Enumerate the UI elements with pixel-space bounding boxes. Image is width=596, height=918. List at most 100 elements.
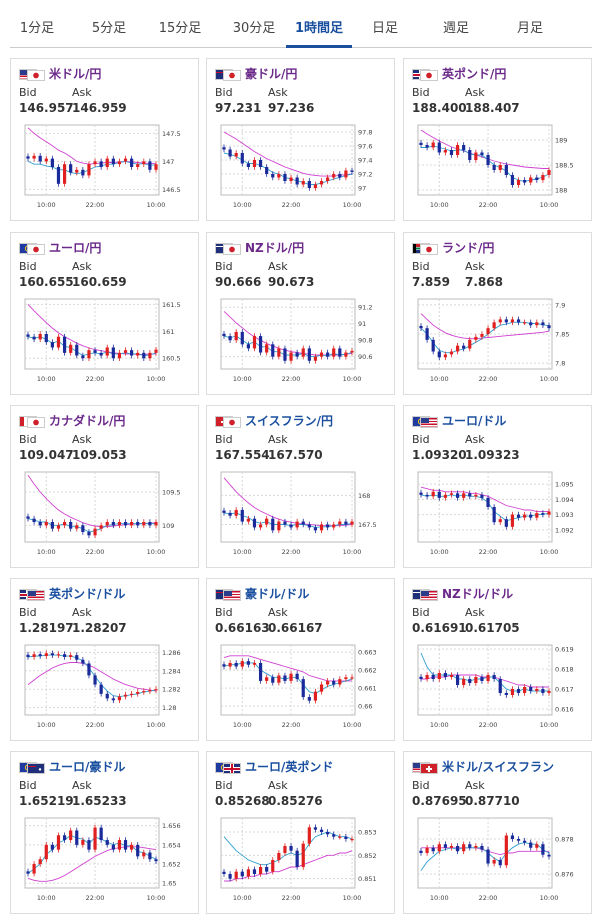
rate-card[interactable]: NZドル/ドル Bid Ask 0.61691 0.61705 10:00 22:00 10:…: [403, 578, 592, 741]
currency-pair-link[interactable]: 英ポンド/円: [442, 66, 507, 81]
ask-label: Ask: [268, 260, 288, 273]
currency-pair-link[interactable]: 米ドル/スイスフラン: [442, 759, 555, 774]
candlestick-chart[interactable]: 10:00 22:00 10:00 1.656 1.654 1.652 1.65: [21, 814, 191, 904]
candle-body: [283, 521, 287, 525]
rate-card[interactable]: 米ドル/円 Bid Ask 146.957 146.959 10:00 22:00 10:00…: [10, 58, 199, 221]
tab-timeframe-0[interactable]: 1分足: [19, 21, 55, 36]
candlestick-chart[interactable]: 10:00 22:00 10:00 0.619 0.618 0.617 0.616: [414, 641, 584, 731]
candlestick-chart[interactable]: 10:00 22:00 10:00 0.663 0.662 0.661 0.66: [217, 641, 387, 731]
currency-pair-link[interactable]: 米ドル/円: [49, 66, 102, 81]
currency-pair-link[interactable]: NZドル/円: [245, 240, 305, 255]
candle-body: [258, 336, 263, 353]
candle-body: [449, 846, 454, 848]
candle-body: [425, 494, 429, 497]
rate-card[interactable]: 米ドル/スイスフラン Bid Ask 0.87695 0.87710 10:00 22:00…: [403, 751, 592, 914]
candle-body: [504, 319, 508, 323]
candle-body: [265, 518, 269, 525]
currency-pair-link[interactable]: 豪ドル/円: [245, 66, 298, 81]
currency-pair-link[interactable]: 豪ドル/ドル: [245, 586, 310, 601]
candle-body: [498, 519, 502, 523]
candlestick-chart[interactable]: 10:00 22:00 10:00 109.5 109: [21, 468, 191, 558]
rate-card[interactable]: NZドル/円 Bid Ask 90.666 90.673 10:00 22:00 10:00 9…: [206, 232, 395, 395]
candle-body: [240, 661, 244, 667]
candle-body: [258, 524, 263, 528]
rate-card[interactable]: 豪ドル/ドル Bid Ask 0.66163 0.66167 10:00 22:00 10:0…: [206, 578, 395, 741]
candle-body: [38, 155, 42, 162]
candle-body: [474, 677, 478, 683]
candle-body: [123, 840, 128, 850]
y-tick-label: 90.6: [358, 353, 372, 361]
candlestick-chart[interactable]: 10:00 22:00 10:00 91.2 91 90.8 90.6: [217, 295, 387, 385]
currency-pair-link[interactable]: スイスフラン/円: [245, 413, 334, 428]
currency-flags-icon: [412, 65, 439, 81]
currency-pair-link[interactable]: ユーロ/豪ドル: [49, 759, 126, 774]
ask-label: Ask: [465, 86, 485, 99]
y-tick-label: 1.654: [162, 841, 181, 849]
rate-card[interactable]: スイスフラン/円 Bid Ask 167.554 167.570 10:00 22:00 10…: [206, 405, 395, 568]
candle-body: [271, 860, 275, 872]
candlestick-chart[interactable]: 10:00 22:00 10:00 189 188.5 188: [414, 121, 584, 211]
candlestick-chart[interactable]: 10:00 22:00 10:00 97.8 97.6 97.4 97.2 97: [217, 121, 387, 211]
moving-average-long: [223, 655, 352, 682]
candle-body: [338, 679, 342, 685]
rate-card[interactable]: 豪ドル/円 Bid Ask 97.231 97.236 10:00 22:00 10:00 97…: [206, 58, 395, 221]
candle-body: [350, 521, 354, 525]
candle-body: [338, 174, 342, 178]
currency-pair-link[interactable]: 英ポンド/ドル: [49, 586, 126, 601]
currency-pair-link[interactable]: カナダドル/円: [49, 413, 126, 428]
rate-card[interactable]: 英ポンド/ドル Bid Ask 1.28197 1.28207 10:00 22:00 10:…: [10, 578, 199, 741]
candle-body: [283, 174, 287, 181]
ask-value: 1.28207: [72, 621, 127, 635]
candle-body: [32, 654, 36, 657]
candlestick-chart[interactable]: 10:00 22:00 10:00 147.5 147 146.5: [21, 121, 191, 211]
tab-timeframe-5[interactable]: 日足: [371, 21, 398, 36]
y-tick-label: 188.5: [555, 162, 574, 170]
currency-flags-icon: [412, 412, 439, 428]
candle-body: [480, 334, 484, 337]
currency-pair-link[interactable]: ランド/円: [442, 240, 495, 255]
candle-body: [81, 169, 85, 176]
candlestick-chart[interactable]: 10:00 22:00 10:00 1.095 1.094 1.093 1.092: [414, 468, 584, 558]
candlestick-chart[interactable]: 10:00 22:00 10:00 0.853 0.852 0.851: [217, 814, 387, 904]
rate-card[interactable]: ユーロ/英ポンド Bid Ask 0.85268 0.85276 10:00 22:00 10…: [206, 751, 395, 914]
rate-card[interactable]: ユーロ/ドル Bid Ask 1.09320 1.09323 10:00 22:00 10:0…: [403, 405, 592, 568]
tab-timeframe-6[interactable]: 週足: [442, 21, 469, 36]
currency-pair-link[interactable]: ユーロ/円: [49, 240, 102, 255]
candlestick-chart[interactable]: 10:00 22:00 10:00 161.5 161 160.5: [21, 295, 191, 385]
candle-body: [344, 521, 348, 525]
bid-label: Bid: [412, 86, 430, 99]
candle-body: [50, 522, 54, 529]
candle-body: [32, 336, 36, 340]
rate-card[interactable]: ユーロ/円 Bid Ask 160.655 160.659 10:00 22:00 10:00…: [10, 232, 199, 395]
x-tick-label: 22:00: [479, 721, 498, 729]
candle-body: [326, 832, 330, 835]
candlestick-chart[interactable]: 10:00 22:00 10:00 7.9 7.85 7.8: [414, 295, 584, 385]
candle-body: [240, 509, 244, 522]
candle-body: [480, 494, 484, 498]
tab-timeframe-1[interactable]: 5分足: [91, 21, 127, 36]
rate-card[interactable]: 英ポンド/円 Bid Ask 188.400 188.407 10:00 22:00 10:0…: [403, 58, 592, 221]
candle-body: [148, 522, 152, 526]
tab-timeframe-7[interactable]: 月足: [516, 21, 543, 36]
x-tick-label: 10:00: [37, 894, 56, 902]
tab-timeframe-2[interactable]: 15分足: [158, 21, 202, 36]
rate-card[interactable]: カナダドル/円 Bid Ask 109.047 109.053 10:00 22:00 10:…: [10, 405, 199, 568]
currency-pair-link[interactable]: NZドル/ドル: [442, 586, 514, 601]
candle-body: [535, 513, 539, 518]
candle-body: [443, 494, 447, 498]
candlestick-chart[interactable]: 10:00 22:00 10:00 168 167.5: [217, 468, 387, 558]
currency-pair-link[interactable]: ユーロ/英ポンド: [245, 759, 334, 774]
candle-body: [431, 142, 435, 148]
tab-timeframe-4[interactable]: 1時間足: [286, 12, 352, 48]
candlestick-chart[interactable]: 10:00 22:00 10:00 1.286 1.284 1.282 1.28: [21, 641, 191, 731]
rate-card[interactable]: ランド/円 Bid Ask 7.859 7.868 10:00 22:00 10:00 7.9 7…: [403, 232, 592, 395]
candle-body: [111, 522, 115, 526]
rate-card[interactable]: ユーロ/豪ドル Bid Ask 1.65219 1.65233 10:00 22:00 10:…: [10, 751, 199, 914]
tab-timeframe-3[interactable]: 30分足: [232, 21, 276, 36]
candlestick-chart[interactable]: 10:00 22:00 10:00 0.878 0.876: [414, 814, 584, 904]
candle-body: [75, 830, 79, 845]
plot-area: [220, 471, 356, 543]
currency-pair-link[interactable]: ユーロ/ドル: [442, 413, 507, 428]
candle-body: [252, 336, 257, 349]
candle-body: [38, 654, 42, 657]
